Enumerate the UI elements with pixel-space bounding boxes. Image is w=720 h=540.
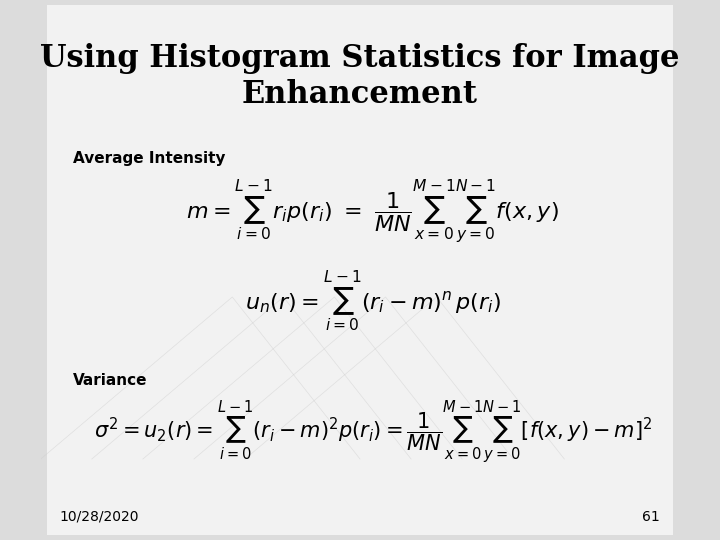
Text: $u_n(r) = \sum_{i=0}^{L-1} (r_i - m)^n \, p(r_i)$: $u_n(r) = \sum_{i=0}^{L-1} (r_i - m)^n \… (245, 270, 501, 334)
Text: Variance: Variance (73, 373, 147, 388)
Text: $\sigma^2 = u_2(r) = \sum_{i=0}^{L-1} (r_i - m)^2 p(r_i) = \dfrac{1}{MN} \sum_{x: $\sigma^2 = u_2(r) = \sum_{i=0}^{L-1} (r… (94, 400, 652, 465)
Text: 61: 61 (642, 510, 660, 524)
Text: $m = \sum_{i=0}^{L-1} r_i p(r_i) \ = \ \dfrac{1}{MN} \sum_{x=0}^{M-1} \sum_{y=0}: $m = \sum_{i=0}^{L-1} r_i p(r_i) \ = \ \… (186, 178, 559, 246)
Text: Average Intensity: Average Intensity (73, 151, 225, 166)
FancyBboxPatch shape (47, 5, 673, 535)
Text: Using Histogram Statistics for Image
Enhancement: Using Histogram Statistics for Image Enh… (40, 43, 680, 110)
Text: 10/28/2020: 10/28/2020 (60, 510, 140, 524)
